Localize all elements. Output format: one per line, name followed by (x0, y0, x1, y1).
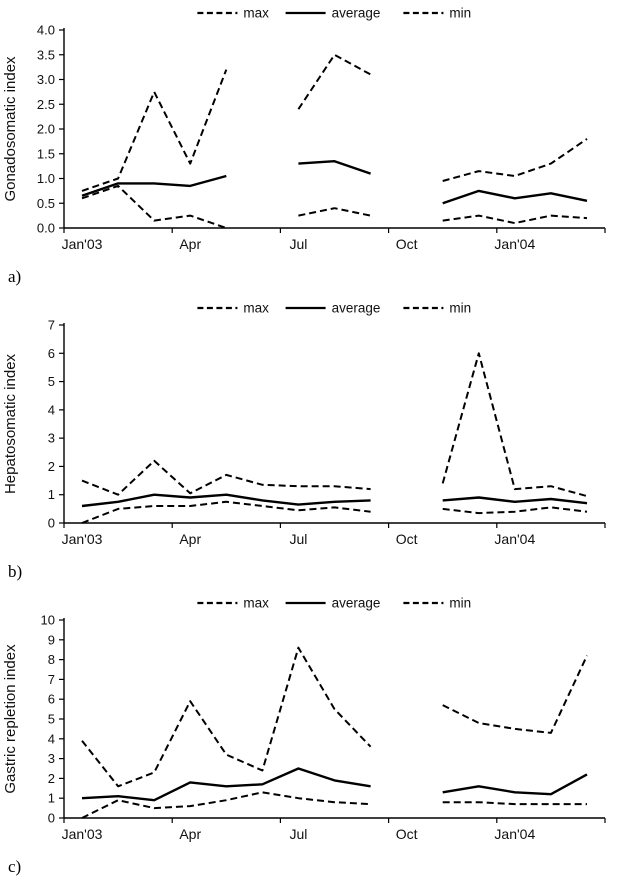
svg-text:7: 7 (48, 672, 55, 687)
svg-text:Apr: Apr (179, 826, 201, 842)
panel-gonadosomatic: 0.0 0.5 1.0 1.5 2.0 2.5 3.0 3.5 4.0 Jan'03 Apr Jul O… (0, 0, 621, 295)
svg-text:Jan'04: Jan'04 (494, 236, 535, 252)
svg-text:2.0: 2.0 (37, 122, 55, 137)
svg-text:2: 2 (48, 771, 55, 786)
svg-text:8: 8 (48, 652, 55, 667)
svg-text:2: 2 (48, 459, 55, 474)
svg-text:5: 5 (48, 712, 55, 727)
svg-text:4: 4 (48, 731, 55, 746)
svg-text:Jul: Jul (289, 236, 307, 252)
panel-label-c: c) (8, 857, 22, 876)
svg-text:Oct: Oct (396, 236, 418, 252)
svg-text:7: 7 (48, 318, 55, 333)
svg-text:max: max (243, 301, 269, 316)
svg-text:0: 0 (48, 516, 55, 531)
hepatosomatic-index-chart: 0 1 2 3 4 5 6 7 Jan'03 Apr Jul Oct Jan'04 Hepatosomat… (2, 301, 606, 547)
svg-text:1: 1 (48, 487, 55, 502)
svg-text:average: average (332, 301, 381, 316)
svg-text:3: 3 (48, 751, 55, 766)
svg-text:10: 10 (41, 613, 55, 628)
svg-text:Jan'04: Jan'04 (494, 531, 535, 547)
gonadosomatic-index-chart: 0.0 0.5 1.0 1.5 2.0 2.5 3.0 3.5 4.0 Jan'03 Apr Jul O… (2, 6, 606, 252)
svg-text:3: 3 (48, 431, 55, 446)
svg-text:2.5: 2.5 (37, 97, 55, 112)
svg-text:1.0: 1.0 (37, 171, 55, 186)
svg-text:Oct: Oct (396, 531, 418, 547)
svg-text:6: 6 (48, 692, 55, 707)
svg-text:Jan'03: Jan'03 (62, 826, 103, 842)
svg-text:0.0: 0.0 (37, 221, 55, 236)
svg-text:average: average (332, 596, 381, 611)
svg-text:Apr: Apr (179, 236, 201, 252)
svg-text:min: min (449, 6, 471, 21)
gastric-repletion-index-chart: 0 1 2 3 4 5 6 7 8 9 10 Jan'03 Apr Jul Oct Jan'04 Gastric… (2, 596, 606, 842)
svg-text:Apr: Apr (179, 531, 201, 547)
svg-text:1.5: 1.5 (37, 146, 55, 161)
svg-text:9: 9 (48, 632, 55, 647)
svg-text:1: 1 (48, 791, 55, 806)
svg-text:5: 5 (48, 374, 55, 389)
svg-text:6: 6 (48, 346, 55, 361)
panel-label-a: a) (8, 267, 22, 286)
svg-text:0.5: 0.5 (37, 196, 55, 211)
svg-text:Gastric repletion index: Gastric repletion index (2, 644, 19, 794)
panel-gastric-repletion: 0 1 2 3 4 5 6 7 8 9 10 Jan'03 Apr Jul Oct Jan'04 Gastric… (0, 590, 621, 885)
svg-text:Gonadosomatic index: Gonadosomatic index (2, 56, 19, 202)
svg-text:Jul: Jul (289, 531, 307, 547)
svg-text:3.5: 3.5 (37, 47, 55, 62)
svg-text:Oct: Oct (396, 826, 418, 842)
svg-text:Jan'03: Jan'03 (62, 531, 103, 547)
svg-text:max: max (243, 596, 269, 611)
svg-text:4: 4 (48, 402, 55, 417)
svg-text:4.0: 4.0 (37, 23, 55, 38)
panel-hepatosomatic: 0 1 2 3 4 5 6 7 Jan'03 Apr Jul Oct Jan'04 Hepatosomat… (0, 295, 621, 590)
svg-text:Hepatosomatic index: Hepatosomatic index (2, 353, 19, 494)
svg-text:Jan'04: Jan'04 (494, 826, 535, 842)
svg-text:min: min (449, 596, 471, 611)
panel-label-b: b) (8, 562, 23, 581)
svg-text:max: max (243, 6, 269, 21)
svg-text:min: min (449, 301, 471, 316)
svg-text:0: 0 (48, 811, 55, 826)
svg-text:3.0: 3.0 (37, 72, 55, 87)
svg-text:Jan'03: Jan'03 (62, 236, 103, 252)
svg-text:average: average (332, 6, 381, 21)
svg-text:Jul: Jul (289, 826, 307, 842)
